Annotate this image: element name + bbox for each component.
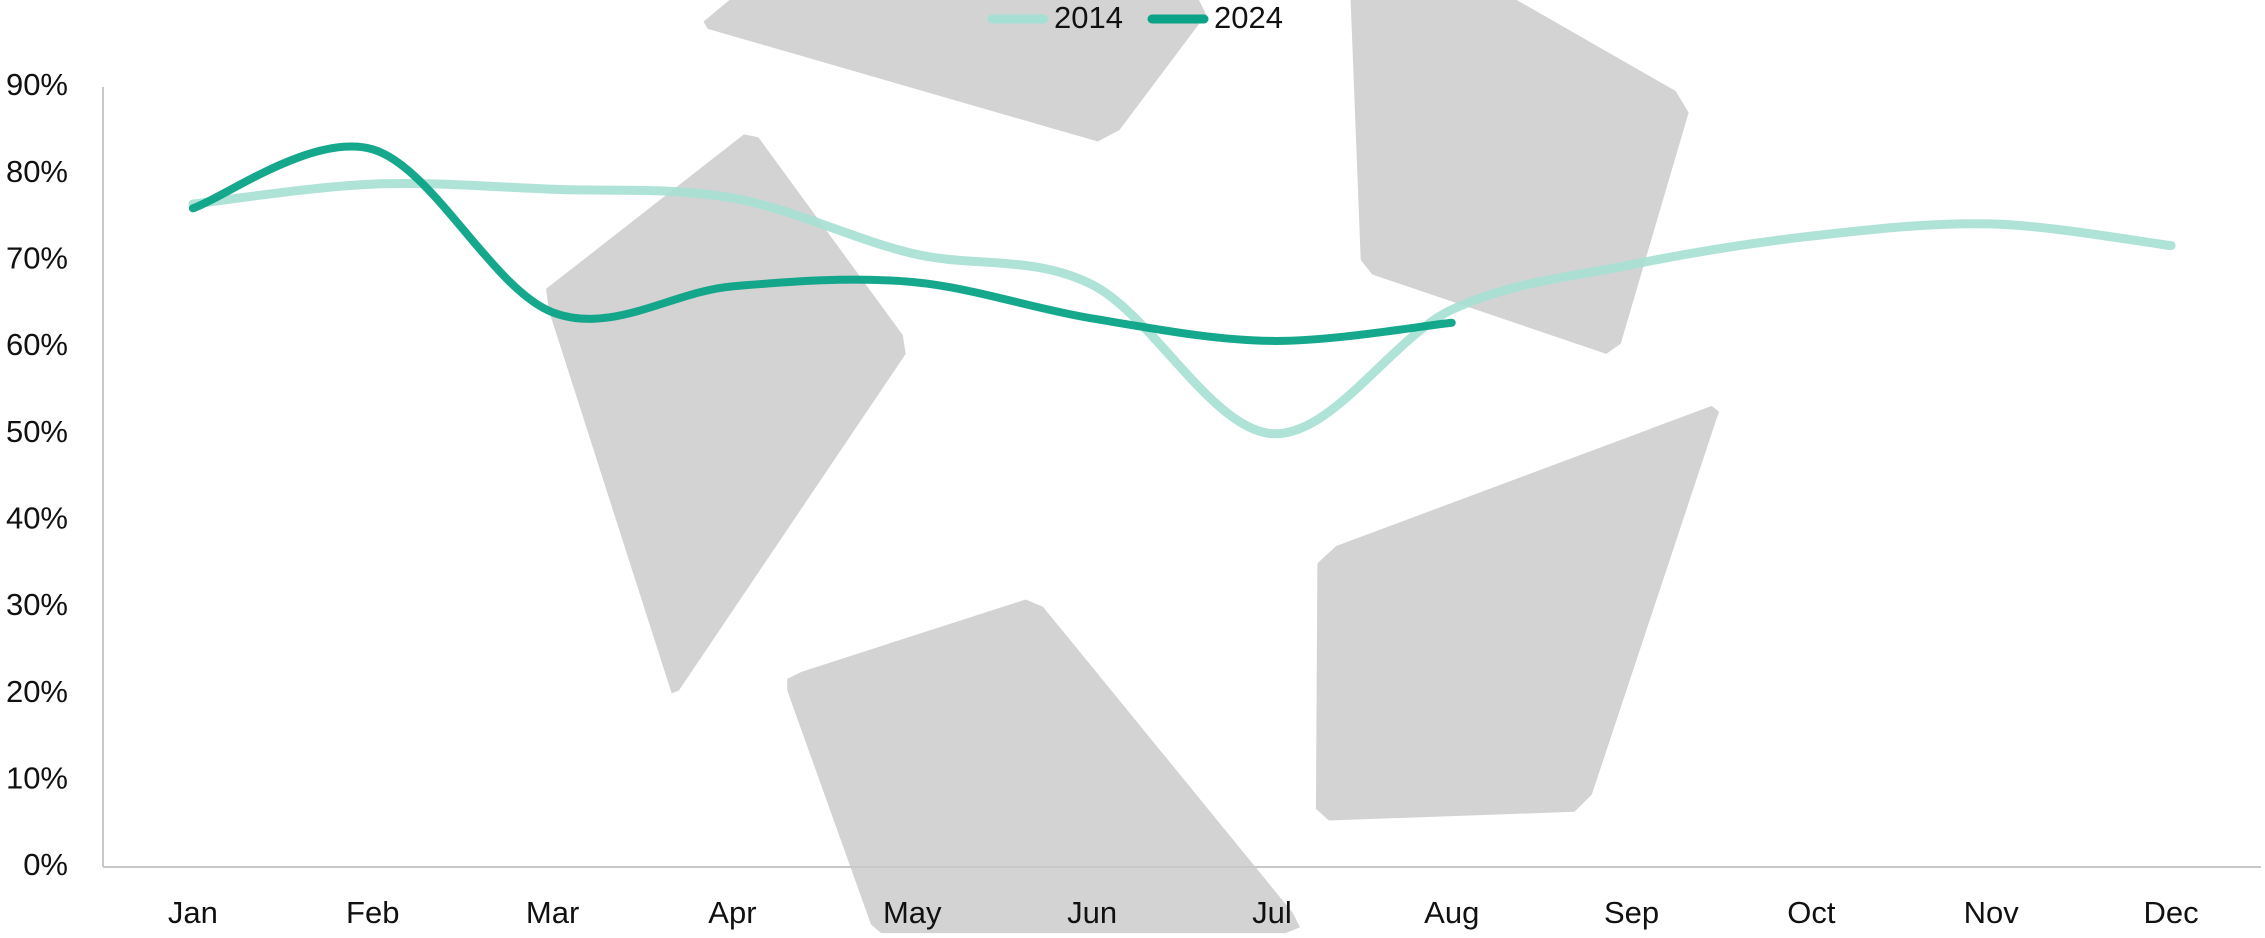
legend-label: 2024	[1214, 0, 1283, 35]
x-tick-label: Dec	[2144, 895, 2199, 930]
x-tick-label: Jan	[168, 895, 218, 930]
y-tick-label: 0%	[23, 847, 68, 882]
decor-shape	[787, 599, 1300, 933]
legend-label: 2014	[1054, 0, 1123, 35]
decor-shape	[703, 0, 1206, 142]
x-tick-label: Oct	[1787, 895, 1836, 930]
chart: 0% 10% 20% 30% 40% 50% 60% 70% 80% 90% Jan Feb Mar Ap…	[0, 0, 2265, 938]
y-tick-label: 90%	[6, 67, 68, 102]
x-tick-label: Apr	[708, 895, 756, 930]
y-tick-label: 70%	[6, 241, 68, 276]
x-tick-label: Sep	[1604, 895, 1659, 930]
x-tick-label: Jun	[1067, 895, 1117, 930]
decor-shape	[1316, 406, 1719, 821]
background-shapes	[546, 0, 1719, 933]
y-tick-label: 10%	[6, 761, 68, 796]
y-tick-label: 80%	[6, 154, 68, 189]
x-tick-label: Aug	[1424, 895, 1479, 930]
x-tick-label: May	[883, 895, 942, 930]
x-tick-label: Jul	[1252, 895, 1292, 930]
x-tick-label: Feb	[346, 895, 399, 930]
y-tick-label: 30%	[6, 587, 68, 622]
y-tick-label: 20%	[6, 674, 68, 709]
y-tick-label: 40%	[6, 501, 68, 536]
decor-shape	[546, 134, 906, 693]
page: {"chart_data": {"type": "line", "categor…	[0, 0, 2265, 938]
x-tick-label: Mar	[526, 895, 579, 930]
y-tick-label: 60%	[6, 327, 68, 362]
y-tick-label: 50%	[6, 414, 68, 449]
x-tick-label: Nov	[1964, 895, 2020, 930]
series-line	[193, 183, 2171, 433]
decor-shape	[1351, 0, 1689, 354]
